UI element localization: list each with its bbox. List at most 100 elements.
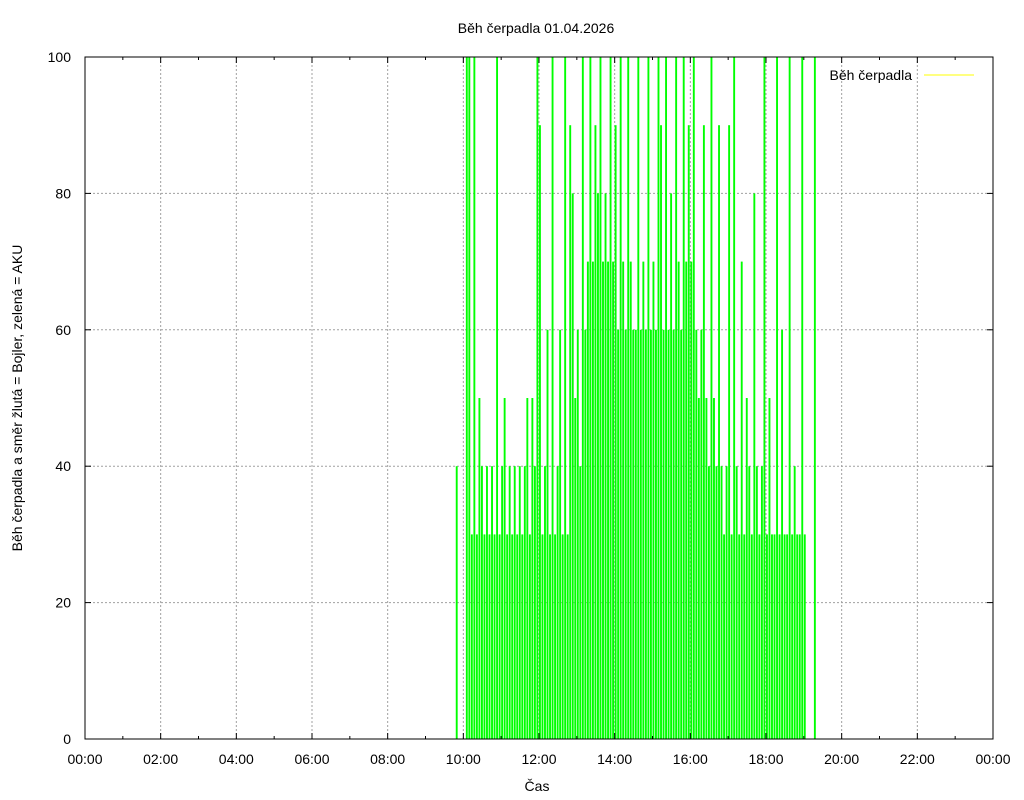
data-bar: [788, 57, 791, 739]
data-bar: [677, 261, 680, 739]
data-bar: [546, 329, 549, 739]
data-bar: [778, 534, 781, 739]
data-bar: [549, 534, 551, 739]
data-bar: [551, 57, 554, 739]
x-tick-label: 16:00: [673, 751, 708, 767]
y-tick-label: 20: [55, 595, 71, 611]
data-bar: [554, 534, 557, 739]
x-tick-label: 20:00: [824, 751, 859, 767]
data-bar: [584, 329, 587, 739]
data-bar: [776, 57, 778, 739]
data-bar: [725, 466, 728, 739]
data-bar: [597, 193, 599, 739]
data-bar: [496, 57, 499, 739]
data-bar: [791, 534, 794, 739]
data-bar: [566, 534, 569, 739]
data-bar: [655, 329, 657, 739]
data-bar: [480, 466, 483, 739]
data-bar: [813, 57, 816, 739]
data-bar: [609, 57, 612, 739]
data-bar: [483, 534, 486, 739]
data-bar: [730, 534, 733, 739]
data-bar: [508, 466, 511, 739]
data-bar: [602, 261, 604, 739]
data-bar: [569, 125, 572, 739]
series-bars: [455, 57, 816, 739]
data-bar: [539, 125, 541, 739]
x-tick-label: 12:00: [521, 751, 556, 767]
x-tick-label: 00:00: [67, 751, 102, 767]
data-bar: [697, 398, 700, 739]
data-bar: [511, 534, 514, 739]
data-bar: [607, 261, 609, 739]
data-bar: [470, 534, 473, 739]
x-tick-label: 06:00: [294, 751, 329, 767]
data-bar: [526, 398, 529, 739]
y-tick-label: 80: [55, 185, 71, 201]
data-bar: [798, 534, 801, 739]
data-bar: [710, 57, 713, 739]
data-bar: [773, 534, 776, 739]
data-bar: [750, 534, 753, 739]
data-bar: [632, 329, 635, 739]
data-bar: [763, 57, 766, 739]
chart-title: Běh čerpadla 01.04.2026: [458, 20, 615, 36]
data-bar: [781, 329, 784, 739]
data-bar: [649, 329, 652, 739]
data-bar: [561, 534, 564, 739]
data-bar: [766, 534, 768, 739]
data-bar: [617, 329, 620, 739]
data-bar: [473, 57, 476, 739]
data-bar: [662, 329, 665, 739]
data-bar: [634, 329, 637, 739]
data-bar: [644, 329, 647, 739]
x-tick-label: 22:00: [900, 751, 935, 767]
data-bar: [574, 398, 577, 739]
data-bar: [740, 261, 743, 739]
data-bar: [629, 261, 632, 739]
data-bar: [713, 398, 715, 739]
data-bar: [624, 329, 627, 739]
data-bar: [657, 57, 660, 739]
data-bar: [652, 261, 655, 739]
x-tick-label: 02:00: [143, 751, 178, 767]
data-bar: [748, 466, 751, 739]
data-bar: [735, 466, 738, 739]
data-bar: [523, 466, 526, 739]
data-bar: [680, 329, 683, 739]
data-bar: [579, 466, 582, 739]
y-tick-label: 40: [55, 458, 71, 474]
data-bar: [556, 466, 559, 739]
data-bar: [536, 57, 539, 739]
data-bar: [647, 57, 650, 739]
data-bar: [786, 534, 789, 739]
y-tick-label: 60: [55, 322, 71, 338]
data-bar: [455, 466, 458, 739]
data-bar: [533, 466, 536, 739]
data-bar: [528, 534, 531, 739]
x-tick-label: 14:00: [597, 751, 632, 767]
data-bar: [768, 398, 771, 739]
data-bar: [591, 261, 594, 739]
data-bar: [468, 57, 471, 739]
data-bar: [475, 534, 478, 739]
data-bar: [503, 398, 506, 739]
data-bar: [758, 534, 761, 739]
data-bar: [564, 57, 567, 739]
data-bar: [627, 57, 630, 739]
data-bar: [516, 534, 519, 739]
data-bar: [670, 193, 673, 739]
data-bar: [685, 261, 688, 739]
data-bar: [760, 466, 763, 739]
data-bar: [531, 398, 534, 739]
legend-label: Běh čerpadla: [829, 67, 912, 83]
data-bar: [604, 193, 607, 739]
data-bar: [692, 57, 695, 739]
x-tick-label: 10:00: [446, 751, 481, 767]
data-bar: [783, 534, 786, 739]
data-bar: [718, 125, 720, 739]
data-bar: [513, 466, 516, 739]
x-tick-label: 04:00: [219, 751, 254, 767]
data-bar: [614, 125, 617, 739]
data-bar: [755, 466, 758, 739]
